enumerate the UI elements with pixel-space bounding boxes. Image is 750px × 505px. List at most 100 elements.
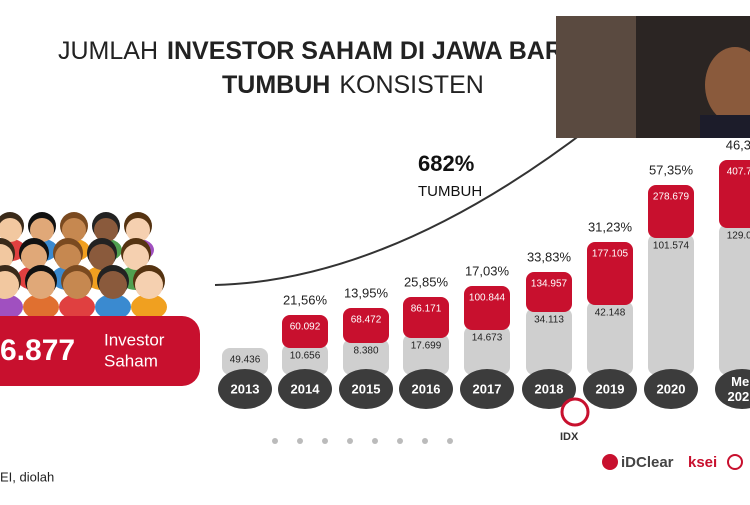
increase-label: 10.656 <box>290 351 321 362</box>
ksei-emblem <box>727 454 743 470</box>
year-badge <box>339 369 393 409</box>
investor-label: Investor <box>104 330 165 349</box>
person-body <box>23 294 59 320</box>
total-label: 407.70 <box>727 167 750 178</box>
year-badge <box>218 369 272 409</box>
red-bar <box>343 308 389 343</box>
person-body <box>95 294 131 320</box>
investor-box <box>0 316 200 386</box>
year-label: 2016 <box>412 381 441 396</box>
total-label: 68.472 <box>351 315 382 326</box>
year-badge <box>278 369 332 409</box>
total-label: 177.105 <box>592 249 629 260</box>
growth-label: 33,83% <box>527 249 572 264</box>
investor-label: Saham <box>104 351 158 370</box>
growth-label: 17,03% <box>465 263 510 278</box>
person-body <box>131 294 167 320</box>
year-label: 2015 <box>352 381 381 396</box>
gray-bar <box>719 224 750 375</box>
title-line-2: TUMBUH KONSISTEN <box>222 71 484 99</box>
year-label: 2021 <box>728 389 750 404</box>
increase-label: 129.02 <box>727 231 750 242</box>
year-label: 2013 <box>231 381 260 396</box>
pagination-dots <box>272 438 453 444</box>
gray-bar <box>222 348 268 375</box>
dot <box>272 438 278 444</box>
logo-text: IDX <box>560 431 579 443</box>
year-label: Mei <box>731 374 750 389</box>
person-face <box>0 244 13 270</box>
year-badge <box>522 369 576 409</box>
logo-text: iDClear <box>621 454 674 471</box>
increase-label: 8.380 <box>353 346 378 357</box>
dot <box>422 438 428 444</box>
year-badge <box>399 369 453 409</box>
red-bar <box>719 160 750 228</box>
title-normal: JUMLAH <box>58 37 158 65</box>
gray-bar <box>587 301 633 375</box>
growth-label: 13,95% <box>344 285 389 300</box>
gray-bar <box>464 326 510 375</box>
gray-bar <box>526 308 572 375</box>
year-label: 2018 <box>535 381 564 396</box>
total-label: 86.171 <box>411 304 442 315</box>
person-face <box>99 271 127 299</box>
webcam-person <box>705 47 750 123</box>
growth-label: 57,35% <box>649 162 694 177</box>
red-bar <box>526 272 572 312</box>
person-body <box>59 294 95 320</box>
person-face <box>63 271 91 299</box>
growth-label: 21,56% <box>283 292 328 307</box>
person-face <box>89 244 115 270</box>
increase-label: 101.574 <box>653 241 690 252</box>
year-badge <box>583 369 637 409</box>
growth-label: TUMBUH <box>418 183 482 200</box>
increase-label: 17.699 <box>411 341 442 352</box>
total-label: 278.679 <box>653 192 690 203</box>
person-face <box>30 218 54 242</box>
title-line-1: JUMLAH INVESTOR SAHAM DI JAWA BARA <box>58 37 581 65</box>
person-face <box>126 218 150 242</box>
dot <box>372 438 378 444</box>
total-label: 60.092 <box>290 322 321 333</box>
year-label: 2019 <box>596 381 625 396</box>
red-bar <box>648 185 694 238</box>
person-face <box>55 244 81 270</box>
growth-label: 25,85% <box>404 274 449 289</box>
year-badge <box>460 369 514 409</box>
growth-label: 46,30 <box>726 137 750 152</box>
increase-label: 42.148 <box>595 308 626 319</box>
increase-label: 49.436 <box>230 355 261 366</box>
title-normal: KONSISTEN <box>339 71 483 99</box>
year-badge <box>715 369 750 409</box>
person-face <box>123 244 149 270</box>
year-label: 2020 <box>657 381 686 396</box>
growth-label: 31,23% <box>588 219 633 234</box>
red-bar <box>587 242 633 305</box>
source: EI, diolah <box>0 469 54 484</box>
year-label: 2017 <box>473 381 502 396</box>
total-label: 134.957 <box>531 279 568 290</box>
dot <box>397 438 403 444</box>
logo-idclear: iDClear <box>602 454 674 471</box>
increase-label: 34.113 <box>534 315 564 326</box>
dot <box>447 438 453 444</box>
logo-text: ksei <box>688 454 717 471</box>
gray-bar <box>282 344 328 375</box>
increase-label: 14.673 <box>472 333 503 344</box>
year-badge <box>644 369 698 409</box>
people-illustration <box>0 212 167 320</box>
person-face <box>27 271 55 299</box>
dot <box>322 438 328 444</box>
title-bold: TUMBUH <box>222 71 330 99</box>
webcam-shirt <box>700 115 750 138</box>
title-bold: INVESTOR SAHAM DI JAWA BARA <box>167 37 581 65</box>
dot <box>347 438 353 444</box>
red-bar <box>464 286 510 330</box>
idclear-emblem <box>602 454 618 470</box>
red-bar <box>282 315 328 348</box>
person-face <box>62 218 86 242</box>
investor-count: 6.877 <box>0 334 75 367</box>
